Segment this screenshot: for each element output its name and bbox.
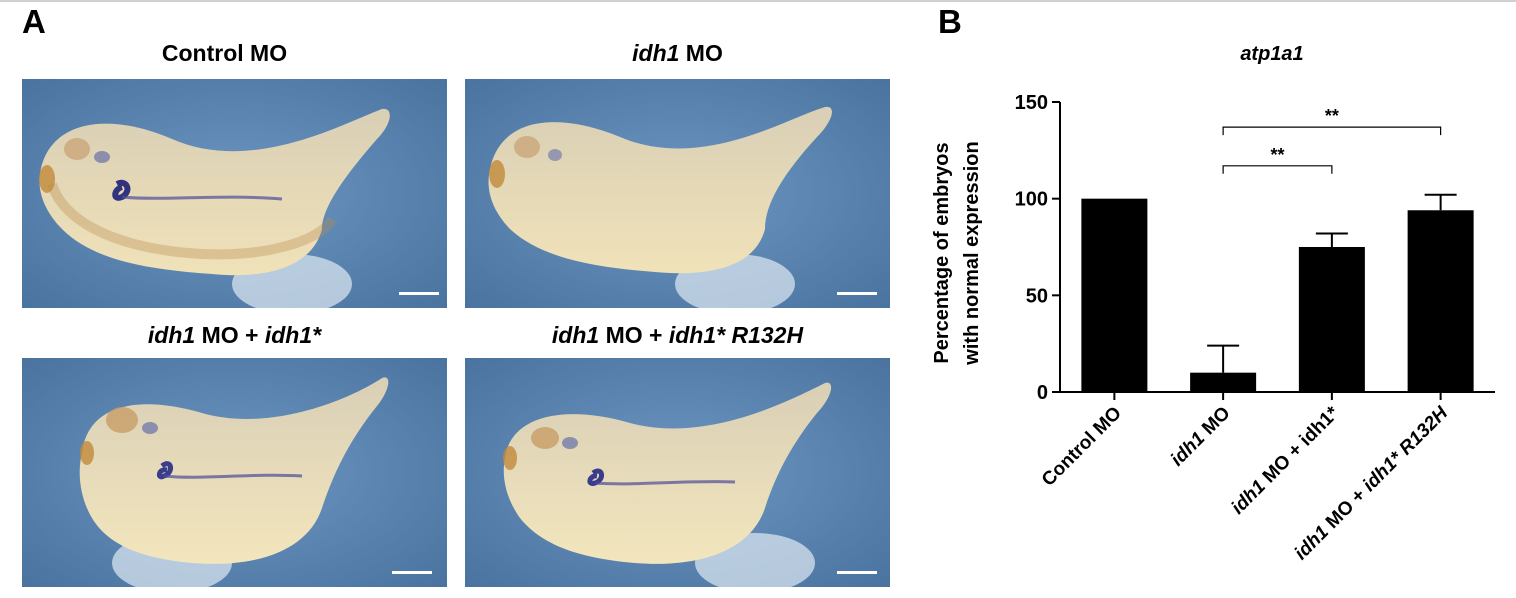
significance-bracket-1 bbox=[1222, 126, 1442, 136]
embryo-photo-rescue bbox=[22, 358, 447, 587]
top-border bbox=[0, 0, 1516, 2]
bar-1 bbox=[1190, 372, 1257, 392]
panel-letter-a: A bbox=[22, 3, 46, 40]
significance-label-0: ** bbox=[1270, 145, 1284, 165]
y-tick-label-0: 0 bbox=[1037, 382, 1048, 404]
y-axis-label-line1: Percentage of embryos bbox=[931, 142, 953, 363]
embryo-photo-control bbox=[22, 79, 447, 308]
y-axis-label-line2: with normal expression bbox=[961, 141, 983, 365]
image-label-rescue: idh1 MO + idh1* bbox=[147, 322, 322, 348]
y-tick-label-3: 150 bbox=[1015, 92, 1048, 114]
y-tick-label-1: 50 bbox=[1026, 285, 1048, 307]
image-label-idh1-mo: idh1 MO bbox=[632, 40, 723, 66]
y-axis-label: Percentage of embryos with normal expres… bbox=[931, 141, 983, 365]
chart-title: atp1a1 bbox=[1240, 43, 1303, 65]
image-label-r132h: idh1 MO + idh1* R132H bbox=[551, 322, 804, 348]
embryo-photo-r132h bbox=[465, 358, 890, 587]
x-tick-label-2: idh1 MO + idh1* bbox=[1227, 402, 1343, 518]
embryo-photo-idh1-mo bbox=[465, 79, 890, 308]
panel-letter-b: B bbox=[938, 3, 962, 40]
x-tick-label-0: Control MO bbox=[1038, 403, 1126, 491]
bar-chart: atp1a1 Percentage of embryos with normal… bbox=[931, 43, 1495, 564]
bar-3 bbox=[1407, 210, 1474, 392]
significance-bracket-0 bbox=[1222, 165, 1333, 174]
x-tick-label-1: idh1 MO bbox=[1167, 403, 1235, 471]
significance-label-1: ** bbox=[1325, 106, 1339, 126]
y-tick-label-2: 100 bbox=[1015, 189, 1048, 211]
bar-0 bbox=[1081, 198, 1148, 392]
bar-2 bbox=[1298, 247, 1365, 392]
image-label-control: Control MO bbox=[161, 40, 288, 66]
